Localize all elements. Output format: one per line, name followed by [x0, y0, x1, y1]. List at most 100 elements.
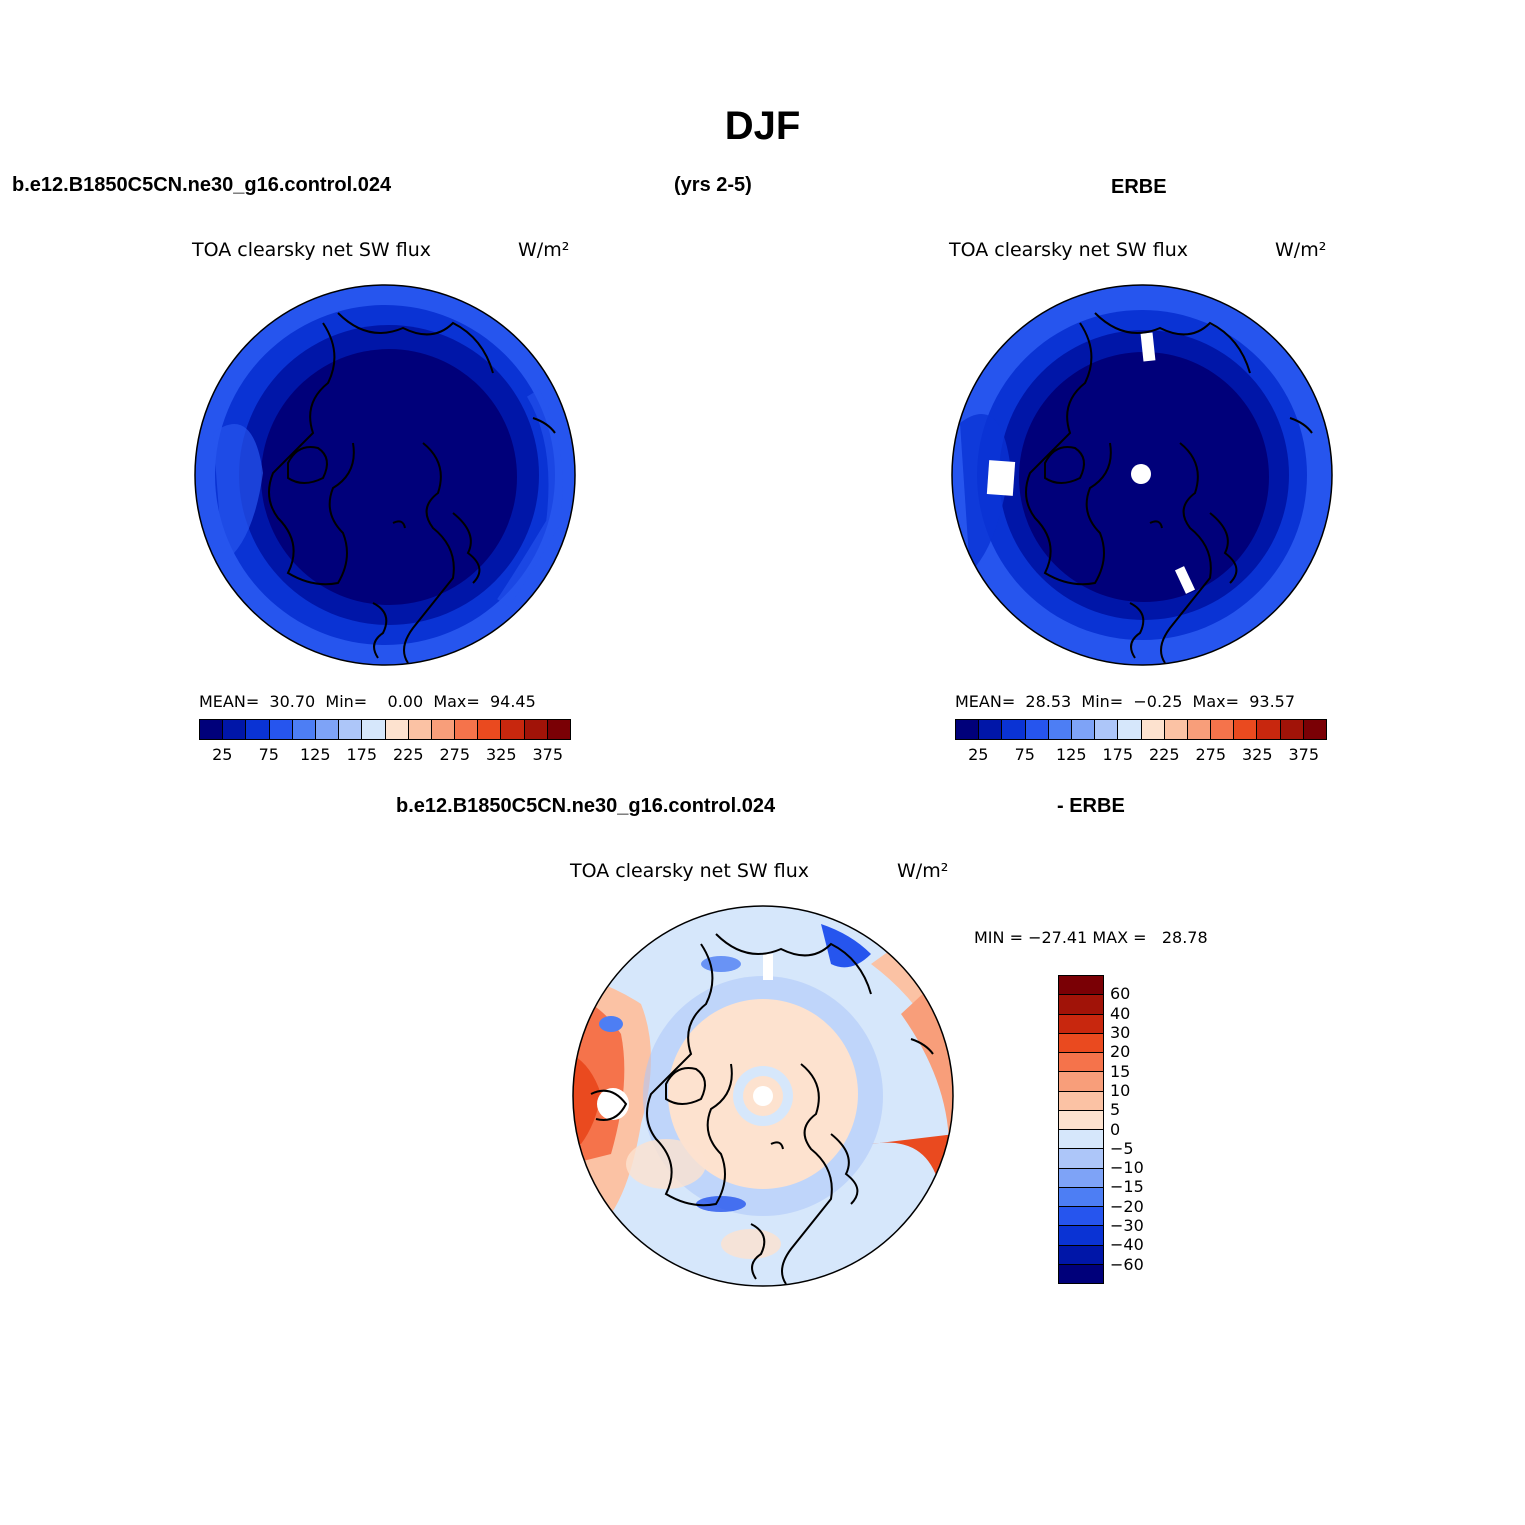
colorbar-tick-label: −40: [1110, 1235, 1144, 1255]
colorbar-swatch: [1280, 720, 1304, 739]
colorbar-swatch: [1071, 720, 1096, 739]
colorbar-swatch: [1257, 720, 1281, 739]
colorbar-tick-label: 325: [485, 745, 517, 764]
colorbar-tick-label: 125: [299, 745, 331, 764]
obs-variable-label: TOA clearsky net SW flux: [949, 239, 1189, 261]
colorbar-swatch: [956, 720, 980, 739]
colorbar-swatch: [1059, 1014, 1103, 1034]
diff-colorbar: [1058, 975, 1104, 1284]
colorbar-swatch: [1164, 720, 1188, 739]
colorbar-tick-label: 40: [1110, 1003, 1131, 1023]
diff-case-name-header: b.e12.B1850C5CN.ne30_g16.control.024: [396, 795, 776, 817]
colorbar-tick-label: −15: [1110, 1177, 1144, 1197]
diff-colorbar-labels: 60 40 30 20 15 10 5 0 −5 −10 −15 −20 −30 −40 −60: [1110, 975, 1170, 1284]
colorbar-tick-label: 325: [1241, 745, 1273, 764]
colorbar-swatch: [979, 720, 1003, 739]
colorbar-swatch: [315, 720, 340, 739]
colorbar-swatch: [1059, 1110, 1103, 1130]
colorbar-tick-label: 20: [1110, 1042, 1131, 1062]
model-polar-map: [194, 284, 576, 666]
colorbar-swatch: [408, 720, 432, 739]
colorbar-tick-label: 275: [1195, 745, 1227, 764]
obs-colorbar: [955, 719, 1327, 740]
colorbar-swatch: [1059, 1226, 1103, 1246]
colorbar-tick-label: 225: [392, 745, 424, 764]
colorbar-swatch: [200, 720, 224, 739]
colorbar-swatch: [1002, 720, 1026, 739]
colorbar-tick-label: 125: [1055, 745, 1087, 764]
colorbar-swatch: [1059, 1149, 1103, 1169]
colorbar-tick-label: −30: [1110, 1216, 1144, 1236]
colorbar-swatch: [1059, 1207, 1103, 1227]
colorbar-tick-label: 15: [1110, 1061, 1131, 1081]
figure-title: DJF: [724, 104, 801, 148]
colorbar-swatch: [524, 720, 548, 739]
colorbar-swatch: [269, 720, 293, 739]
colorbar-tick-label: 75: [1014, 745, 1035, 764]
colorbar-swatch: [385, 720, 409, 739]
colorbar-tick-label: −10: [1110, 1158, 1144, 1178]
colorbar-tick-label: −60: [1110, 1254, 1144, 1274]
obs-name-header: ERBE: [1111, 176, 1167, 198]
colorbar-swatch: [1118, 720, 1142, 739]
colorbar-swatch: [547, 720, 570, 739]
model-variable-label: TOA clearsky net SW flux: [192, 239, 432, 261]
colorbar-swatch: [1025, 720, 1049, 739]
colorbar-swatch: [292, 720, 316, 739]
colorbar-swatch: [1234, 720, 1258, 739]
colorbar-swatch: [1059, 1053, 1103, 1073]
diff-units-label: W/m²: [897, 860, 949, 882]
colorbar-tick-label: 175: [1102, 745, 1134, 764]
model-colorbar: [199, 719, 571, 740]
colorbar-tick-label: 375: [532, 745, 564, 764]
colorbar-swatch: [501, 720, 525, 739]
diff-obs-name-header: - ERBE: [1057, 795, 1125, 817]
obs-units-label: W/m²: [1275, 239, 1327, 261]
colorbar-tick-label: 30: [1110, 1022, 1131, 1042]
colorbar-tick-label: 25: [212, 745, 233, 764]
colorbar-swatch: [1303, 720, 1326, 739]
colorbar-tick-label: 225: [1148, 745, 1180, 764]
colorbar-swatch: [246, 720, 270, 739]
colorbar-tick-label: 25: [968, 745, 989, 764]
model-units-label: W/m²: [518, 239, 570, 261]
colorbar-tick-label: 60: [1110, 984, 1131, 1004]
colorbar-swatch: [455, 720, 479, 739]
colorbar-swatch: [1059, 1130, 1103, 1150]
colorbar-swatch: [1059, 1187, 1103, 1207]
colorbar-swatch: [1187, 720, 1212, 739]
colorbar-tick-label: −20: [1110, 1196, 1144, 1216]
colorbar-swatch: [1059, 1264, 1103, 1283]
model-stats: MEAN= 30.70 Min= 0.00 Max= 94.45: [199, 692, 536, 711]
case-name-header: b.e12.B1850C5CN.ne30_g16.control.024: [12, 174, 392, 196]
colorbar-swatch: [1059, 1033, 1103, 1053]
colorbar-tick-label: −5: [1110, 1138, 1134, 1158]
colorbar-swatch: [1059, 1072, 1103, 1092]
colorbar-tick-label: 275: [439, 745, 471, 764]
colorbar-swatch: [431, 720, 456, 739]
years-header: (yrs 2-5): [674, 174, 752, 196]
colorbar-swatch: [1059, 995, 1103, 1015]
colorbar-swatch: [1059, 976, 1103, 996]
colorbar-tick-label: 375: [1288, 745, 1320, 764]
colorbar-swatch: [1059, 1091, 1103, 1111]
colorbar-swatch: [1211, 720, 1235, 739]
diff-polar-map: [572, 905, 954, 1287]
colorbar-tick-label: 75: [258, 745, 279, 764]
diff-variable-label: TOA clearsky net SW flux: [570, 860, 810, 882]
colorbar-swatch: [1048, 720, 1072, 739]
obs-colorbar-labels: 25 75 125 175 225 275 325 375: [955, 745, 1327, 765]
colorbar-swatch: [1059, 1168, 1103, 1188]
colorbar-tick-label: 175: [346, 745, 378, 764]
colorbar-tick-label: 5: [1110, 1100, 1121, 1120]
model-colorbar-labels: 25 75 125 175 225 275 325 375: [199, 745, 571, 765]
colorbar-swatch: [362, 720, 386, 739]
colorbar-tick-label: 10: [1110, 1080, 1131, 1100]
colorbar-swatch: [478, 720, 502, 739]
colorbar-swatch: [1095, 720, 1119, 739]
colorbar-swatch: [1059, 1245, 1103, 1265]
diff-stats: MIN = −27.41 MAX = 28.78: [974, 928, 1208, 947]
colorbar-swatch: [1141, 720, 1165, 739]
colorbar-swatch: [223, 720, 247, 739]
obs-polar-map: [951, 284, 1333, 666]
